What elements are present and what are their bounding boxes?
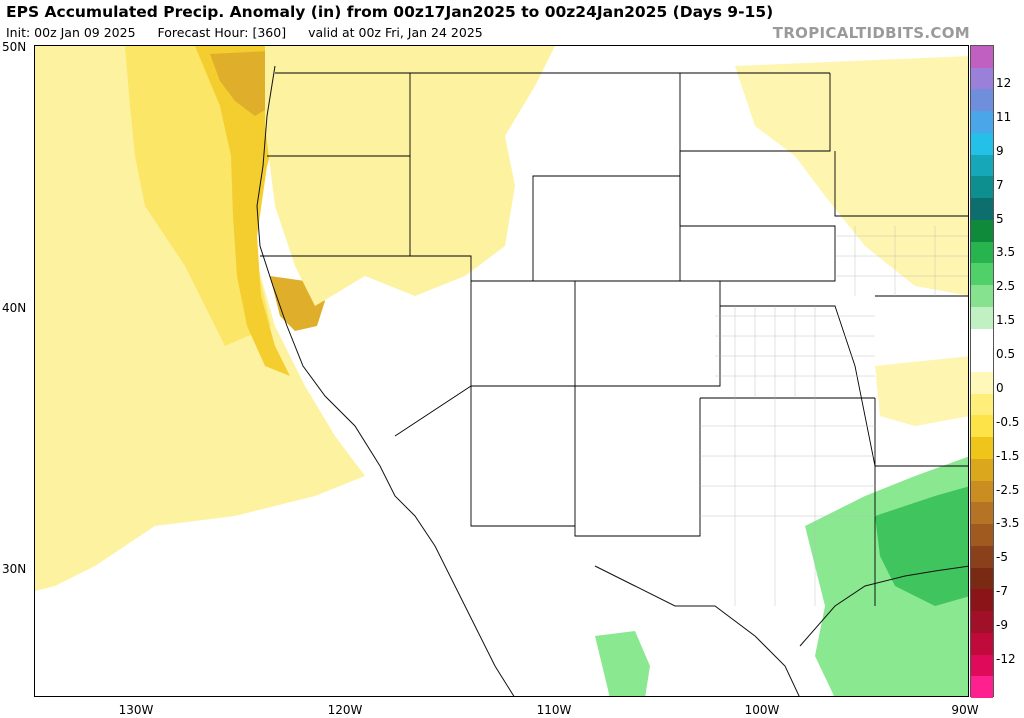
colorbar-segment	[971, 502, 993, 525]
gulf-wet-strong	[875, 486, 968, 606]
colorbar-segment	[971, 458, 993, 482]
init-time: Init: 00z Jan 09 2025	[6, 25, 136, 40]
colorbar-segment	[971, 285, 993, 308]
gulf-coastline	[594, 565, 800, 696]
colorbar-segment	[971, 480, 993, 503]
colorbar-segment	[971, 328, 993, 351]
colorbar-segment	[971, 219, 993, 243]
colorbar-label: 3.5	[996, 245, 1016, 260]
lon-label-110w: 110W	[536, 703, 572, 717]
valid-time: valid at 00z Fri, Jan 24 2025	[308, 25, 483, 40]
colorbar-label: -9	[996, 618, 1008, 633]
colorbar-segment	[971, 567, 993, 590]
colorbar-label: -3.5	[996, 516, 1020, 531]
colorbar-segment	[971, 263, 993, 286]
colorbar-label: 11	[996, 109, 1012, 124]
gulf-coastline-east	[799, 565, 968, 647]
colorbar-label: 5	[996, 211, 1004, 226]
lat-label-30n: 30N	[2, 562, 27, 576]
west-coastline	[256, 65, 515, 696]
lat-label-40n: 40N	[2, 301, 27, 315]
forecast-hour: Forecast Hour: [360]	[157, 25, 287, 40]
colorbar-segment	[971, 198, 993, 221]
lon-label-120w: 120W	[327, 703, 363, 717]
precip-anomaly-map	[34, 45, 969, 697]
southeast-dry-band	[875, 356, 968, 426]
colorbar-label: 1.5	[996, 313, 1016, 328]
colorbar-segment	[971, 415, 993, 438]
colorbar-label: -1.5	[996, 448, 1020, 463]
colorbar-segment	[971, 89, 993, 112]
lon-label-100w: 100W	[744, 703, 780, 717]
ocean-dry-anomaly	[35, 46, 365, 591]
colorbar-segment	[971, 632, 993, 656]
colorbar-segment	[971, 241, 993, 264]
lon-label-130w: 130W	[118, 703, 154, 717]
colorbar-segment	[971, 46, 993, 69]
colorbar-label: 2.5	[996, 279, 1016, 294]
colorbar-segment	[971, 111, 993, 134]
county-lines	[700, 226, 968, 606]
colorbar-segment	[971, 676, 993, 699]
chart-title: EPS Accumulated Precip. Anomaly (in) fro…	[6, 3, 774, 21]
colorbar-label: 7	[996, 177, 1004, 192]
watermark: TROPICALTIDBITS.COM	[772, 24, 970, 42]
colorbar-label: -12	[996, 652, 1016, 666]
lon-label-90w: 90W	[951, 703, 979, 717]
colorbar-label: -0.5	[996, 414, 1020, 429]
colorbar-segment	[971, 67, 993, 90]
colorbar-segment	[971, 437, 993, 460]
lat-label-50n: 50N	[2, 40, 27, 54]
colorbar-segment	[971, 154, 993, 177]
colorbar-segment	[971, 132, 993, 156]
colorbar-segment	[971, 524, 993, 547]
mexico-wet-anomaly	[595, 631, 650, 696]
chart-subtitle: Init: 00z Jan 09 2025 Forecast Hour: [36…	[6, 25, 501, 40]
state-borders	[260, 72, 968, 606]
colorbar-segment	[971, 350, 993, 373]
colorbar-label: -2.5	[996, 482, 1020, 497]
colorbar-label: 0.5	[996, 347, 1016, 362]
colorbar-label: 9	[996, 143, 1004, 158]
colorbar-segment	[971, 372, 993, 395]
colorbar-label: 0	[996, 380, 1004, 395]
colorbar-segment	[971, 654, 993, 677]
colorbar	[970, 45, 994, 699]
colorbar-segment	[971, 176, 993, 199]
great-lakes-dry	[735, 56, 968, 296]
colorbar-label: 12	[996, 76, 1012, 90]
colorbar-segment	[971, 545, 993, 569]
colorbar-label: -5	[996, 550, 1008, 565]
colorbar-segment	[971, 611, 993, 634]
colorbar-segment	[971, 589, 993, 612]
colorbar-label: -7	[996, 584, 1008, 599]
colorbar-segment	[971, 393, 993, 416]
map-canvas	[35, 46, 968, 696]
colorbar-segment	[971, 306, 993, 330]
